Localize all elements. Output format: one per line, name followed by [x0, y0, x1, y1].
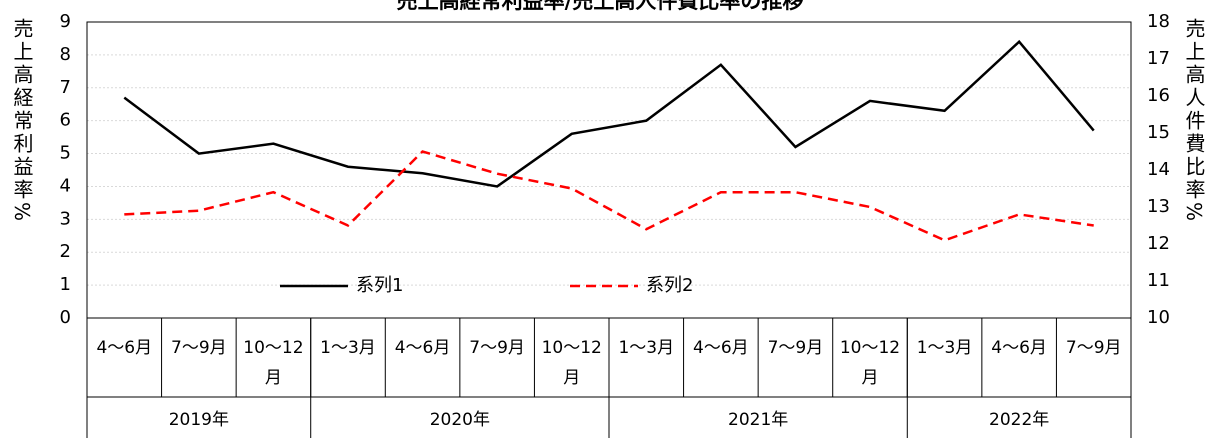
y-tick-label: 8	[60, 44, 71, 65]
y2-tick-label: 17	[1147, 48, 1170, 69]
y-tick-label: 9	[60, 11, 71, 32]
group-label: 2019年	[169, 410, 229, 430]
y2-tick-label: 14	[1147, 159, 1170, 180]
x-tick-label: 4〜6月	[991, 338, 1047, 358]
y-axis-title: 売上高経常利益率%	[10, 18, 34, 225]
x-tick-label: 10〜12月	[839, 338, 901, 388]
y2-tick-label: 16	[1147, 85, 1170, 106]
y-tick-label: 3	[60, 208, 71, 229]
x-tick-label: 1〜3月	[916, 338, 973, 358]
y2-tick-label: 18	[1147, 11, 1170, 32]
x-tick-label: 7〜9月	[171, 338, 227, 358]
y-tick-label: 2	[60, 241, 71, 262]
y2-tick-label: 13	[1147, 196, 1170, 217]
y-tick-label: 7	[60, 77, 71, 98]
legend-label: 系列1	[356, 275, 403, 296]
y-tick-label: 5	[60, 143, 71, 164]
x-tick-label: 4〜6月	[693, 338, 749, 358]
x-tick-label: 1〜3月	[320, 338, 376, 358]
x-tick-label: 7〜9月	[1065, 338, 1122, 358]
y2-tick-label: 15	[1147, 122, 1170, 143]
group-label: 2022年	[989, 410, 1049, 430]
series-line	[124, 150, 1094, 242]
y-tick-label: 0	[60, 307, 71, 328]
y2-tick-label: 11	[1147, 270, 1170, 291]
x-tick-label: 4〜6月	[96, 338, 153, 358]
y-tick-label: 6	[60, 110, 71, 131]
plot-frame	[86, 21, 1132, 319]
x-tick-label: 7〜9月	[767, 338, 824, 358]
chart-title: 売上高経常利益率/売上高人件費比率の推移	[397, 0, 804, 13]
x-tick-label: 1〜3月	[618, 338, 675, 358]
x-tick-label: 4〜6月	[394, 338, 451, 358]
y2-tick-label: 12	[1147, 233, 1170, 254]
y2-axis-title: 売上高人件費比率%	[1182, 18, 1206, 225]
y2-tick-label: 10	[1147, 307, 1170, 328]
x-tick-label: 7〜9月	[469, 338, 525, 358]
x-tick-label: 10〜12月	[541, 338, 602, 388]
legend-label: 系列2	[646, 275, 693, 296]
x-tick-label: 10〜12月	[243, 338, 304, 388]
y-tick-label: 4	[60, 175, 71, 196]
y-tick-label: 1	[60, 274, 71, 295]
group-label: 2020年	[430, 410, 490, 430]
series-line	[123, 39, 1095, 188]
group-label: 2021年	[728, 410, 788, 430]
